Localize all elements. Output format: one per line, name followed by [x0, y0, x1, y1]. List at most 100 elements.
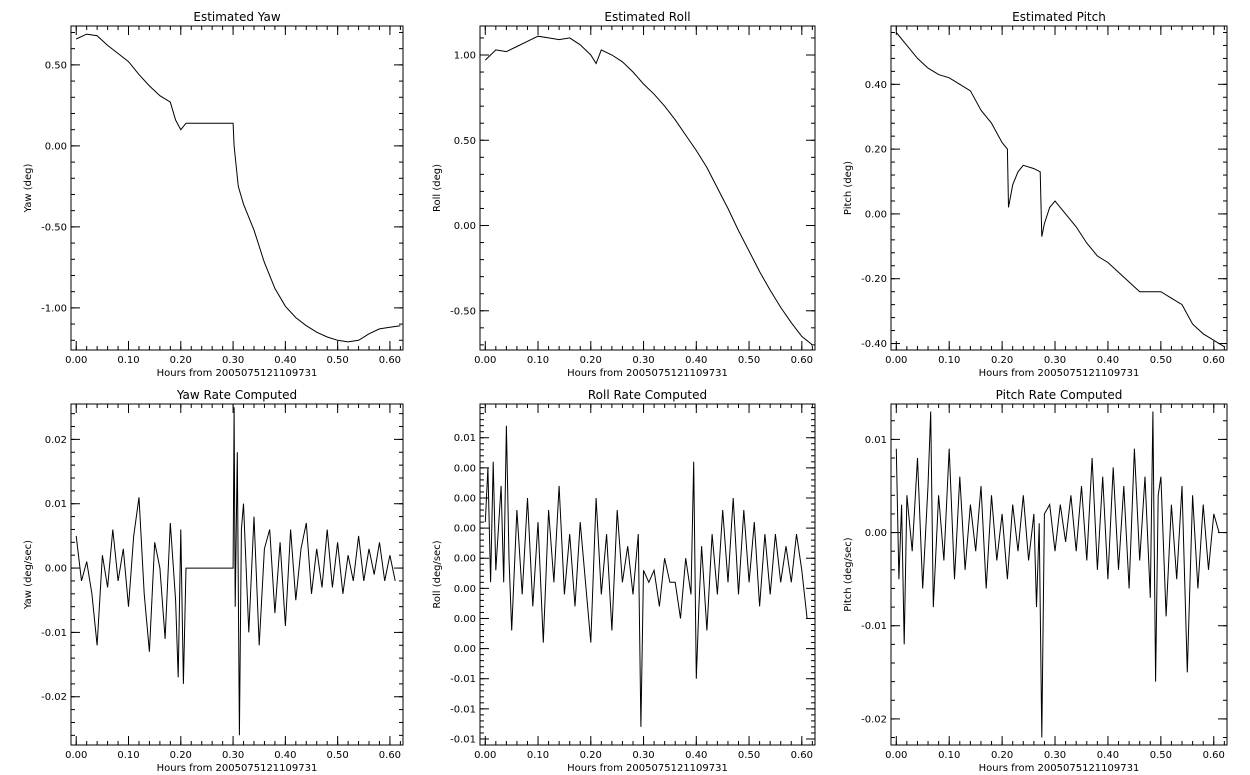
- chart-title: Roll Rate Computed: [588, 388, 707, 402]
- plot-frame: [890, 403, 1228, 746]
- chart-panel-6: 0.00 0.10 0.20 0.30 0.40 0.50 0.60 0.01 0.00 -0.0…: [843, 388, 1228, 774]
- y-tick-label: 0.00: [454, 524, 476, 535]
- x-axis-label: Hours from 2005075121109731: [567, 763, 728, 774]
- x-tick-label: 0.30: [1044, 750, 1066, 761]
- y-axis-label: Roll (deg/sec): [432, 540, 443, 608]
- plot-frame: [70, 403, 404, 746]
- x-axis-label: Hours from 2005075121109731: [979, 763, 1140, 774]
- y-tick-label: -0.01: [450, 674, 476, 685]
- y-tick-label: -0.01: [450, 704, 476, 715]
- y-tick-label: -1.00: [41, 303, 67, 314]
- y-tick-label: -0.01: [450, 734, 476, 745]
- chart-title: Estimated Roll: [604, 10, 690, 24]
- x-tick-label: 0.60: [791, 750, 813, 761]
- y-tick-label: 0.00: [454, 644, 476, 655]
- chart-title: Estimated Pitch: [1012, 10, 1106, 24]
- x-tick-label: 0.60: [1203, 355, 1225, 366]
- y-axis-label: Yaw (deg/sec): [23, 540, 34, 610]
- x-tick-label: 0.20: [991, 355, 1013, 366]
- y-tick-label: 0.00: [45, 564, 67, 575]
- series-line-1: [484, 425, 808, 727]
- y-tick-label: 0.00: [454, 493, 476, 504]
- y-tick-label: 0.00: [45, 141, 67, 152]
- x-tick-label: 0.40: [1097, 355, 1119, 366]
- x-tick-label: 0.10: [527, 750, 549, 761]
- y-axis-label: Pitch (deg/sec): [843, 537, 854, 612]
- y-axis-label: Roll (deg): [432, 164, 443, 212]
- x-tick-label: 0.40: [685, 750, 707, 761]
- chart-title: Yaw Rate Computed: [176, 388, 297, 402]
- y-axis-label: Pitch (deg): [843, 161, 854, 215]
- x-tick-label: 0.60: [1203, 750, 1225, 761]
- plot-frame: [70, 25, 404, 351]
- x-tick-label: 0.50: [327, 750, 349, 761]
- y-tick-label: 0.00: [454, 554, 476, 565]
- x-axis-label: Hours from 2005075121109731: [567, 368, 728, 379]
- x-tick-label: 0.50: [738, 355, 760, 366]
- chart-panel-5: 0.00 0.10 0.20 0.30 0.40 0.50 0.60 0.01 0.00 0.00…: [432, 388, 816, 774]
- x-tick-label: 0.00: [474, 355, 496, 366]
- y-tick-label: 0.50: [45, 60, 67, 71]
- y-tick-label: -0.01: [41, 628, 67, 639]
- x-tick-label: 0.20: [991, 750, 1013, 761]
- x-tick-label: 0.40: [274, 750, 296, 761]
- y-tick-label: 0.01: [45, 499, 67, 510]
- chart-title: Estimated Yaw: [193, 10, 280, 24]
- x-tick-label: 0.20: [170, 750, 192, 761]
- series-line-1: [895, 411, 1220, 738]
- series-line-1: [75, 407, 396, 736]
- y-tick-label: -0.50: [450, 306, 476, 317]
- y-tick-label: 0.01: [454, 433, 476, 444]
- y-tick-label: 1.00: [454, 50, 476, 61]
- x-tick-label: 0.40: [685, 355, 707, 366]
- y-tick-label: 0.40: [865, 80, 887, 91]
- chart-panel-4: 0.00 0.10 0.20 0.30 0.40 0.50 0.60 0.02 0.01 0.00…: [23, 388, 404, 774]
- series-line-1: [75, 33, 401, 343]
- x-tick-label: 0.30: [632, 750, 654, 761]
- x-tick-label: 0.20: [580, 750, 602, 761]
- x-tick-label: 0.30: [632, 355, 654, 366]
- x-tick-label: 0.40: [1097, 750, 1119, 761]
- y-tick-label: -0.02: [41, 692, 67, 703]
- x-tick-label: 0.50: [1150, 355, 1172, 366]
- y-tick-label: -0.20: [861, 274, 887, 285]
- y-tick-label: 0.20: [865, 145, 887, 156]
- y-tick-label: -0.01: [861, 621, 887, 632]
- y-tick-label: 0.02: [45, 435, 67, 446]
- series-line-1: [895, 32, 1225, 348]
- x-tick-label: 0.40: [274, 355, 296, 366]
- x-tick-label: 0.50: [1150, 750, 1172, 761]
- x-tick-label: 0.00: [885, 750, 907, 761]
- x-tick-label: 0.30: [1044, 355, 1066, 366]
- chart-panel-1: 0.00 0.10 0.20 0.30 0.40 0.50 0.60 0.50 0.00 -0.5…: [23, 10, 404, 379]
- x-tick-label: 0.10: [117, 750, 139, 761]
- x-tick-label: 0.10: [117, 355, 139, 366]
- chart-panel-3: 0.00 0.10 0.20 0.30 0.40 0.50 0.60 0.40 0.20 0.00…: [843, 10, 1228, 379]
- y-tick-label: 0.00: [865, 528, 887, 539]
- y-tick-label: -0.02: [861, 714, 887, 725]
- series-line-1: [484, 35, 813, 346]
- y-tick-label: 0.00: [454, 221, 476, 232]
- x-tick-label: 0.20: [170, 355, 192, 366]
- y-tick-label: 0.00: [865, 209, 887, 220]
- x-tick-label: 0.10: [938, 355, 960, 366]
- x-tick-label: 0.00: [885, 355, 907, 366]
- x-tick-label: 0.30: [222, 355, 244, 366]
- x-axis-label: Hours from 2005075121109731: [157, 368, 318, 379]
- chart-panel-2: 0.00 0.10 0.20 0.30 0.40 0.50 0.60 1.00 0.50 0.00…: [432, 10, 816, 379]
- x-tick-label: 0.50: [738, 750, 760, 761]
- x-tick-label: 0.10: [527, 355, 549, 366]
- y-tick-label: 0.00: [454, 614, 476, 625]
- plot-frame: [479, 25, 816, 351]
- y-axis-label: Yaw (deg): [23, 163, 34, 213]
- y-tick-label: -0.50: [41, 222, 67, 233]
- x-tick-label: 0.00: [65, 750, 87, 761]
- x-tick-label: 0.60: [791, 355, 813, 366]
- x-tick-label: 0.00: [65, 355, 87, 366]
- x-tick-label: 0.60: [379, 355, 401, 366]
- y-tick-label: 0.01: [865, 435, 887, 446]
- x-tick-label: 0.60: [379, 750, 401, 761]
- chart-title: Pitch Rate Computed: [996, 388, 1123, 402]
- y-tick-label: -0.40: [861, 339, 887, 350]
